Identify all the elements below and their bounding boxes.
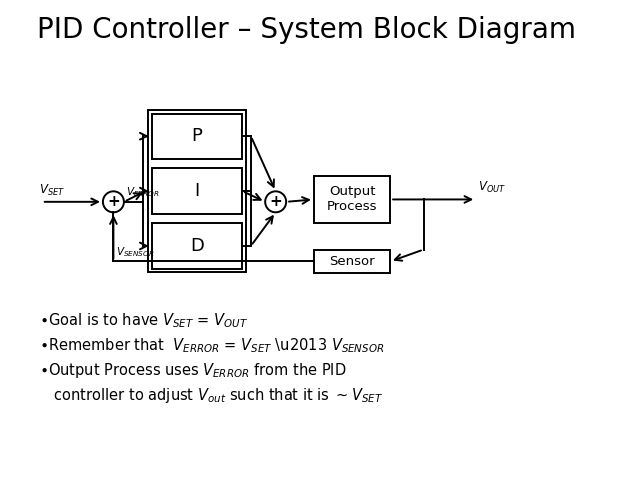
Text: $\bullet$Output Process uses $V_{ERROR}$ from the PID: $\bullet$Output Process uses $V_{ERROR}$… [40,361,347,380]
Bar [148,110,246,273]
Circle shape [265,192,286,212]
Text: $\bullet$Remember that  $V_{ERROR}$ = $V_{SET}$ \u2013 $V_{SENSOR}$: $\bullet$Remember that $V_{ERROR}$ = $V_… [40,336,385,355]
Bar [314,176,390,223]
Bar [152,168,243,214]
Text: $V_{ERROR}$: $V_{ERROR}$ [126,185,160,199]
Text: Sensor: Sensor [329,255,375,268]
Text: PID Controller – System Block Diagram: PID Controller – System Block Diagram [37,16,576,44]
Text: $\bullet$Goal is to have $V_{SET}$ = $V_{OUT}$: $\bullet$Goal is to have $V_{SET}$ = $V_… [40,312,248,330]
Text: D: D [190,237,204,255]
Bar [314,250,390,274]
Text: P: P [191,127,202,145]
Text: +: + [269,194,282,209]
Text: +: + [107,194,120,209]
Text: $V_{OUT}$: $V_{OUT}$ [479,180,507,195]
Text: $V_{SENSOR}$: $V_{SENSOR}$ [116,245,155,259]
Circle shape [103,192,124,212]
Text: Output
Process: Output Process [327,185,377,214]
Text: $V_{SET}$: $V_{SET}$ [40,183,65,198]
Text: controller to adjust $V_{out}$ such that it is $\mathsf{\sim}$$V_{SET}$: controller to adjust $V_{out}$ such that… [49,386,383,405]
Text: I: I [195,182,200,200]
Bar [152,114,243,159]
Bar [152,223,243,269]
